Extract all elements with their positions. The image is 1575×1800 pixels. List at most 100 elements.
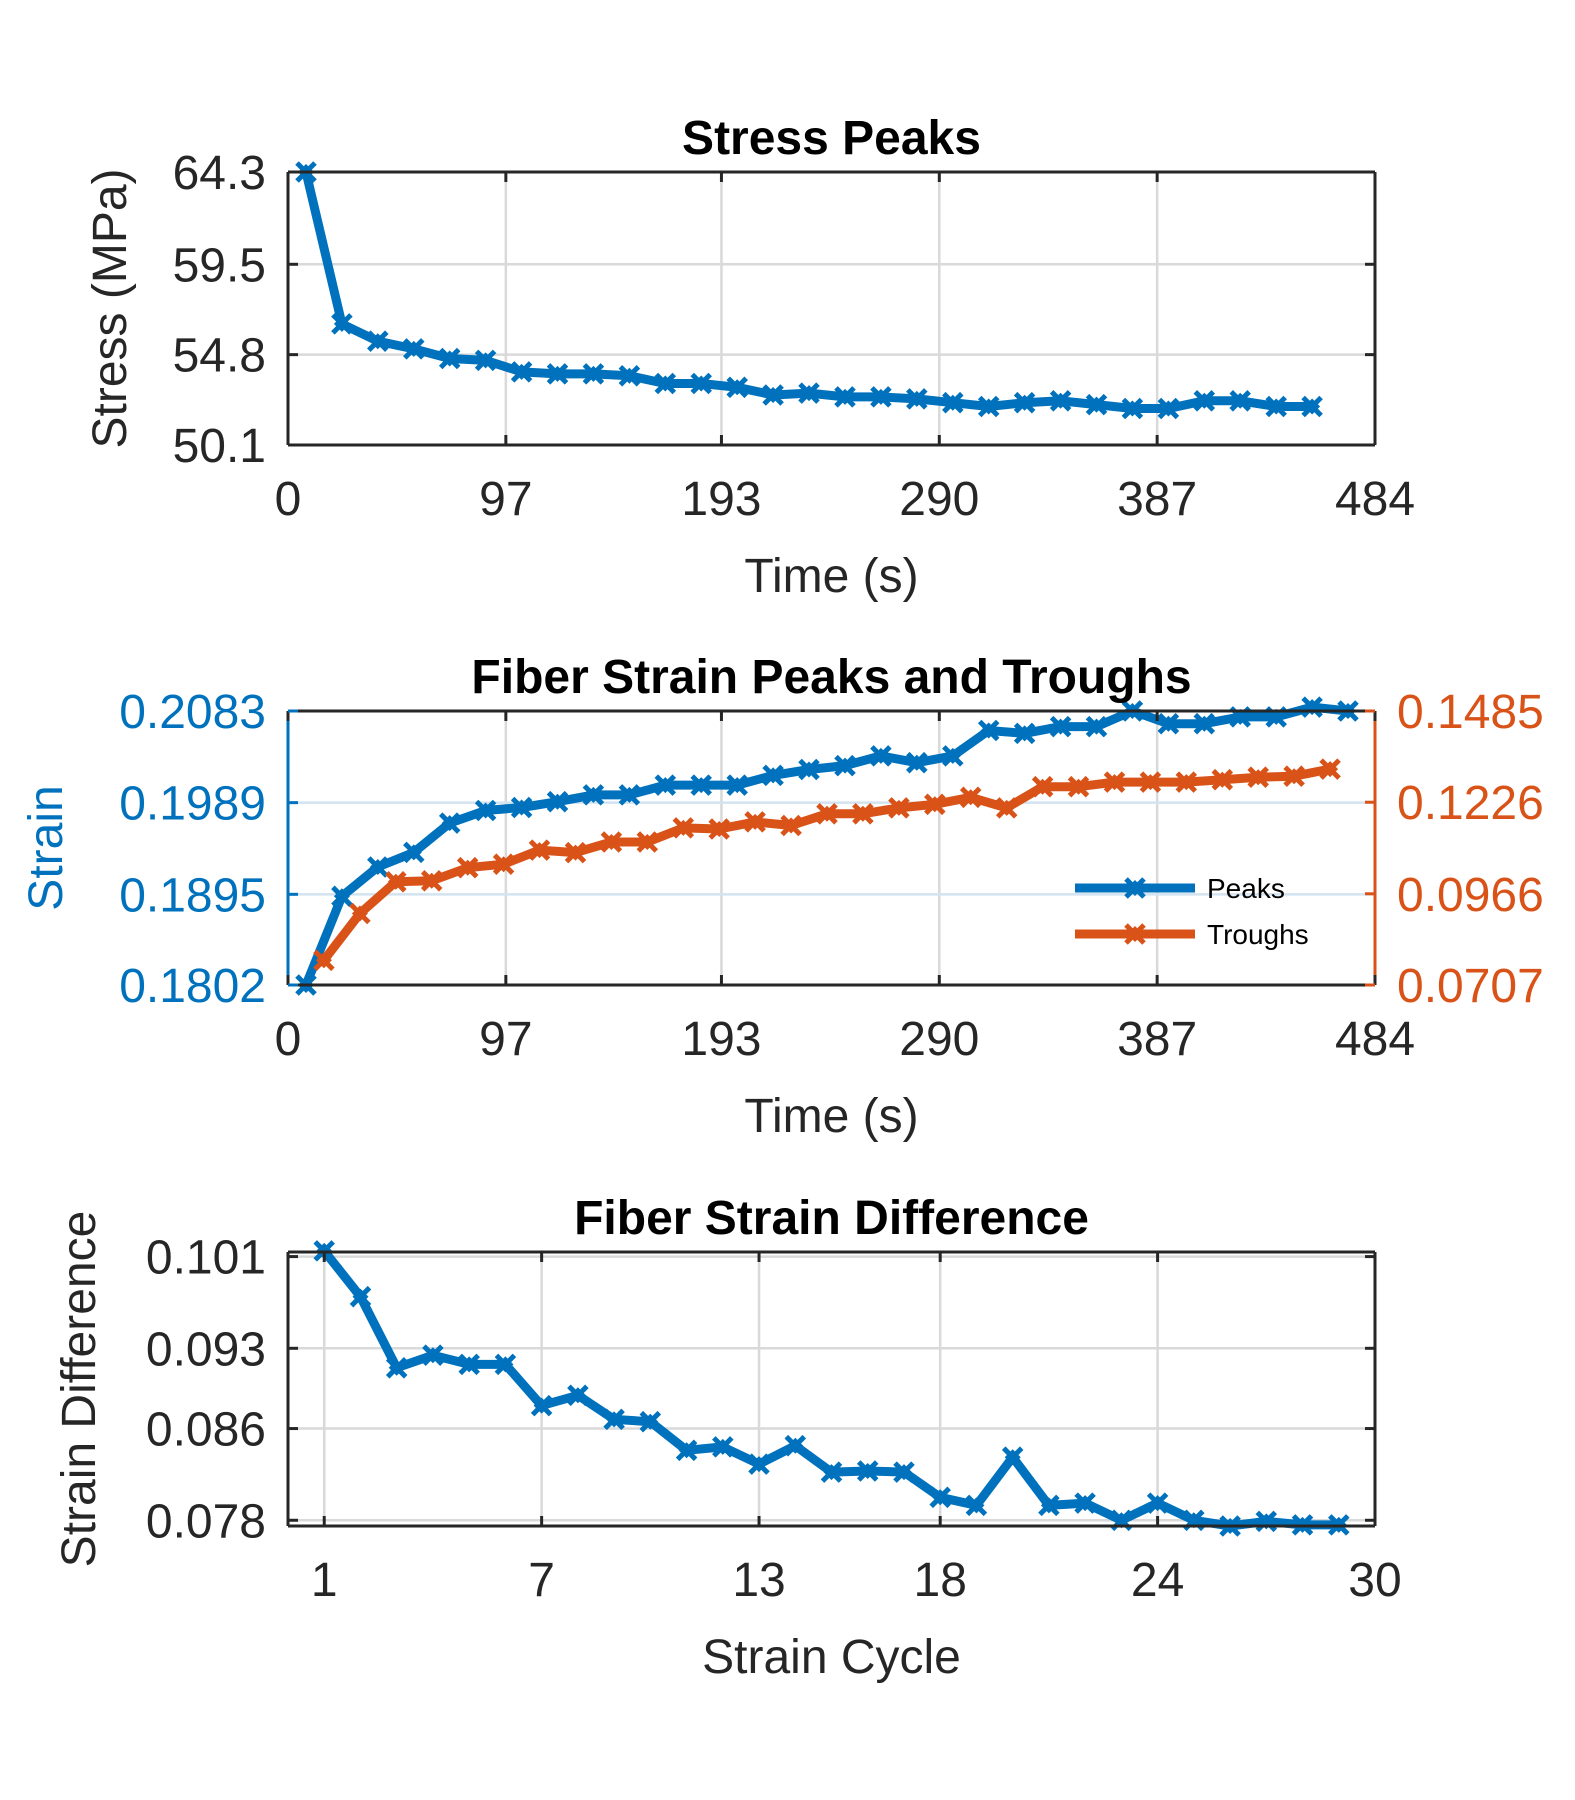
series-1-point <box>906 388 928 410</box>
series-1-point <box>762 384 784 406</box>
x-tick-label: 193 <box>681 473 761 526</box>
peaks-point <box>403 841 425 864</box>
series-1-point <box>331 313 353 335</box>
peaks-point <box>582 784 605 806</box>
peaks-point <box>367 856 389 878</box>
y-axis-label: Strain <box>20 785 73 910</box>
x-tick-label: 484 <box>1335 473 1415 526</box>
troughs-point <box>349 902 371 925</box>
peaks-point <box>1049 715 1072 738</box>
x-tick-label: 0 <box>275 1013 302 1066</box>
troughs-point <box>1031 775 1054 798</box>
y-axis-label: Strain Difference <box>53 1211 106 1568</box>
x-tick-label: 0 <box>275 473 302 526</box>
series-1-point <box>965 1494 988 1517</box>
y-tick-label: 54.8 <box>173 330 266 383</box>
x-tick-label: 1 <box>311 1554 338 1607</box>
troughs-point <box>564 841 587 864</box>
chart-title: Fiber Strain Difference <box>574 1192 1089 1245</box>
peaks-point <box>1013 722 1036 745</box>
y-tick-label: 0.2083 <box>119 686 266 739</box>
peaks-point <box>546 790 569 813</box>
y2-tick-label: 0.0707 <box>1397 960 1544 1013</box>
series-1-point <box>639 1410 662 1433</box>
series-1-point <box>748 1453 770 1475</box>
x-axis-label: Time (s) <box>744 1090 918 1143</box>
chart-title: Stress Peaks <box>682 112 981 165</box>
peaks-point <box>1157 712 1180 735</box>
peaks-point <box>510 796 533 819</box>
peaks-point <box>726 774 748 796</box>
series-1-point <box>1049 390 1072 412</box>
troughs-point <box>313 949 335 972</box>
series-1-point <box>567 1384 589 1407</box>
troughs-point <box>780 814 802 837</box>
y-tick-label: 0.101 <box>146 1232 266 1285</box>
peaks-point <box>618 784 641 806</box>
series-1-point <box>675 1439 698 1462</box>
y-tick-label: 0.086 <box>146 1404 266 1457</box>
series-1-point <box>977 395 1000 418</box>
x-tick-label: 193 <box>681 1013 761 1066</box>
series-1-point <box>1301 395 1323 418</box>
series-1-point <box>603 1408 625 1431</box>
x-tick-label: 97 <box>479 473 532 526</box>
series-1-point <box>712 1436 734 1458</box>
troughs-point <box>420 870 443 892</box>
y-tick-label: 59.5 <box>173 239 266 292</box>
peaks-point <box>977 719 1000 742</box>
troughs-point <box>852 803 874 825</box>
chart-title: Fiber Strain Peaks and Troughs <box>471 651 1191 704</box>
troughs-point <box>456 856 479 879</box>
series-1-point <box>546 363 569 385</box>
peaks-point <box>942 745 964 767</box>
fiber-strain-difference-chart: 1 7 13 18 24 30 0.078 0.086 0.093 0.101 Fiber Stra… <box>53 1192 1402 1684</box>
peaks-point <box>870 745 892 767</box>
peaks-point <box>438 812 461 834</box>
y-tick-label: 0.093 <box>146 1323 266 1376</box>
series-1-point <box>834 386 856 408</box>
series-1-point <box>1121 397 1144 420</box>
series-1-point <box>618 365 641 387</box>
series-1-point <box>893 1461 915 1483</box>
series-1-point <box>1255 1510 1278 1533</box>
series-1-point <box>582 363 605 385</box>
legend-peaks-marker <box>1124 877 1146 899</box>
series-1-point <box>1085 393 1108 416</box>
troughs-point <box>995 797 1018 819</box>
fiber-strain-peaks-troughs-chart: 0 97 193 290 387 484 0.1802 0.1895 0.1989 0.2083 0… <box>20 651 1544 1143</box>
peaks-point <box>906 751 928 774</box>
troughs-point <box>816 803 838 825</box>
x-tick-label: 387 <box>1117 1013 1197 1066</box>
peaks-point <box>474 799 497 822</box>
y2-tick-label: 0.0966 <box>1397 869 1544 922</box>
peaks-point <box>1085 715 1108 738</box>
troughs-point <box>1103 771 1126 793</box>
series-1-point <box>726 376 748 399</box>
peaks-point <box>331 885 353 908</box>
y-tick-label: 0.1802 <box>119 960 266 1013</box>
stress-peaks-chart: 0 97 193 290 387 484 50.1 54.8 59.5 64.3 Stress Pe… <box>84 112 1415 603</box>
troughs-point <box>888 797 910 819</box>
y2-tick-label: 0.1226 <box>1397 777 1544 830</box>
peaks-point <box>1193 712 1216 735</box>
troughs-point <box>1175 771 1198 793</box>
series-1-point <box>856 1460 879 1482</box>
series-1-point <box>1265 395 1287 418</box>
x-tick-label: 484 <box>1335 1013 1415 1066</box>
series-1-point <box>820 1461 843 1483</box>
series-1-point <box>1001 1446 1024 1468</box>
troughs-point <box>1067 775 1090 798</box>
y-tick-label: 50.1 <box>173 420 266 473</box>
series-1-point <box>422 1344 444 1366</box>
troughs-point <box>708 818 730 840</box>
series-1-point <box>1193 390 1216 412</box>
series-1-point <box>349 1285 372 1308</box>
legend-peaks-label: Peaks <box>1207 873 1285 904</box>
series-1-point <box>494 1353 517 1376</box>
series-1-point <box>1157 397 1180 420</box>
troughs-point <box>492 853 515 875</box>
series-1-point <box>1229 390 1251 412</box>
series-1-point <box>403 338 425 360</box>
